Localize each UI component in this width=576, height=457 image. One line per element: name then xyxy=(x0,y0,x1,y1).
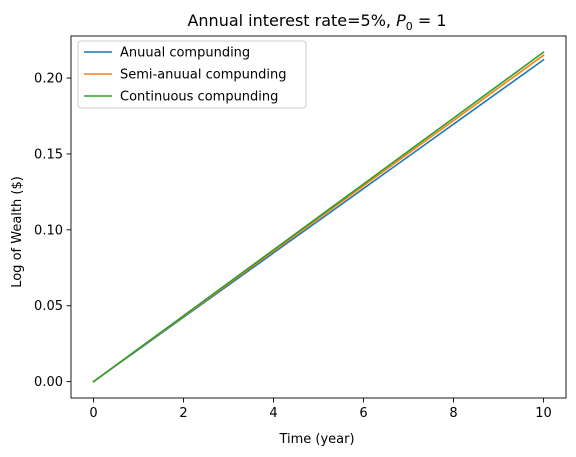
data-point xyxy=(498,87,500,89)
x-tick-label: 10 xyxy=(535,406,552,421)
y-tick-label: 0.15 xyxy=(34,147,63,162)
data-point xyxy=(408,152,410,154)
axes-spines xyxy=(70,35,567,399)
legend-label: Continuous compunding xyxy=(120,90,278,105)
title-math-symbol: P xyxy=(396,11,406,30)
axes-frame xyxy=(70,35,567,399)
data-point xyxy=(543,54,545,56)
data-point xyxy=(543,51,545,53)
data-point xyxy=(138,348,140,350)
x-axis-ticks: 0 2 4 6 8 10 xyxy=(89,398,552,421)
title-math-subscript: 0 xyxy=(406,20,413,33)
data-point xyxy=(498,91,500,93)
series-line-2 xyxy=(92,51,545,383)
chart-title: Annual interest rate=5%, P0 = 1 xyxy=(187,11,446,33)
x-tick-label: 8 xyxy=(449,406,457,421)
data-point xyxy=(543,59,545,61)
legend: Anuual compunding Semi-anuual compunding C… xyxy=(77,40,307,109)
y-tick-label: 0.05 xyxy=(34,299,63,314)
y-tick-label: 0.10 xyxy=(34,223,63,238)
data-point xyxy=(318,220,320,222)
data-point xyxy=(453,120,455,122)
y-tick-label: 0.00 xyxy=(34,375,63,390)
y-tick-label: 0.20 xyxy=(34,72,63,87)
x-tick-label: 2 xyxy=(179,406,187,421)
x-tick-label: 0 xyxy=(89,406,97,421)
y-axis-label: Log of Wealth ($) xyxy=(10,176,25,288)
title-prefix: Annual interest rate=5%, xyxy=(187,11,396,30)
data-point xyxy=(453,123,455,125)
data-point xyxy=(498,84,500,86)
data-point xyxy=(363,183,365,185)
data-point xyxy=(453,117,455,119)
svg-text:Annual interest rate=5%, P0 =: Annual interest rate=5%, P0 = 1 xyxy=(187,11,446,33)
series-layer xyxy=(92,51,545,383)
data-point xyxy=(93,381,95,383)
data-point xyxy=(318,216,320,218)
legend-box xyxy=(77,40,307,109)
data-point xyxy=(408,150,410,152)
x-tick-label: 4 xyxy=(269,406,277,421)
y-axis-ticks: 0.00 0.05 0.10 0.15 0.20 xyxy=(34,72,71,390)
title-math-rest: = 1 xyxy=(413,11,447,30)
data-point xyxy=(363,188,365,190)
legend-label: Anuual compunding xyxy=(120,46,250,61)
data-point xyxy=(228,282,230,284)
x-tick-label: 6 xyxy=(359,406,367,421)
x-axis-label: Time (year) xyxy=(278,432,354,447)
data-point xyxy=(183,315,185,317)
data-point xyxy=(408,156,410,158)
legend-label: Semi-anuual compunding xyxy=(120,68,286,83)
data-point xyxy=(273,249,275,251)
